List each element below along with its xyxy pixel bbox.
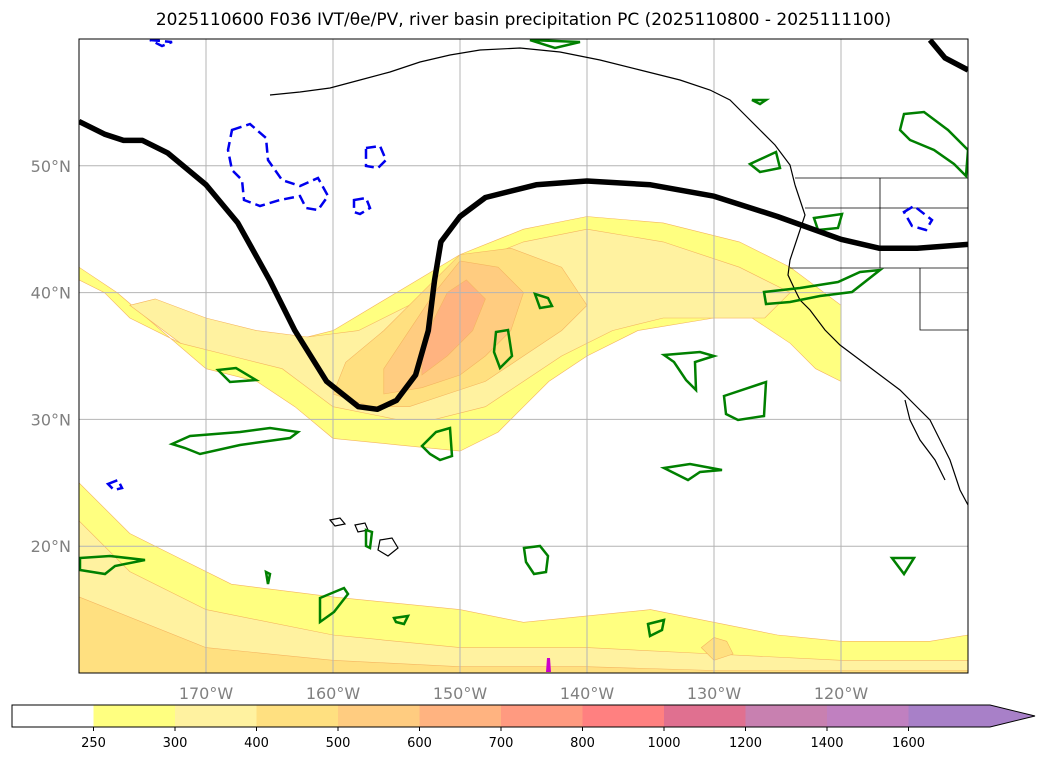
colorbar-extend-arrow <box>908 705 1035 727</box>
colorbar-label: 1000 <box>647 736 680 751</box>
theta-contour <box>812 212 844 232</box>
theta-contour <box>79 554 146 576</box>
colorbar-label: 1400 <box>810 736 843 751</box>
coastline-bc <box>787 184 968 506</box>
theta-contour <box>889 556 917 577</box>
theta-e-contours <box>79 39 968 638</box>
state-border-1 <box>790 177 968 331</box>
map-area <box>79 39 968 673</box>
y-tick-label: 30°N <box>31 410 71 429</box>
x-tick-label: 150°W <box>433 684 488 703</box>
pv-line-corner <box>927 39 968 73</box>
x-axis-ticks: 170°W 160°W 150°W 140°W 130°W 120°W <box>179 684 869 703</box>
colorbar-segment <box>256 705 339 727</box>
blue-contour <box>149 39 173 48</box>
ivt-negative-contours <box>105 39 934 492</box>
theta-contour <box>762 268 885 306</box>
theta-contour <box>747 150 782 174</box>
theta-contour <box>492 328 514 371</box>
theta-contour <box>646 618 666 638</box>
colorbar-segment <box>338 705 420 727</box>
x-tick-label: 160°W <box>306 684 361 703</box>
magenta-feature <box>546 658 551 672</box>
colorbar-segment <box>827 705 909 727</box>
theta-contour <box>364 528 374 550</box>
ivt-contour-400-8 <box>700 637 734 661</box>
theta-contour <box>168 426 302 456</box>
colorbar-segment <box>12 705 94 727</box>
colorbar-label: 500 <box>326 736 351 751</box>
colorbar-label: 250 <box>81 736 106 751</box>
blue-contour <box>105 478 124 492</box>
pv-line <box>79 118 968 413</box>
theta-contour <box>420 426 454 462</box>
colorbar-label: 600 <box>407 736 432 751</box>
colorbar-segment <box>175 705 257 727</box>
y-tick-label: 50°N <box>31 157 71 176</box>
colorbar-label: 700 <box>489 736 514 751</box>
theta-contour <box>751 98 771 106</box>
ivt-contour-300-6 <box>79 520 968 673</box>
blue-contour <box>364 144 388 170</box>
chart-title: 2025110600 F036 IVT/θe/PV, river basin p… <box>155 10 892 30</box>
theta-contour <box>264 569 272 585</box>
colorbar-segment <box>93 705 176 727</box>
theta-contour <box>532 292 554 310</box>
coastlines <box>269 47 968 557</box>
colorbar-segment <box>745 705 828 727</box>
theta-contour <box>318 586 350 625</box>
coastline-baja <box>904 399 946 481</box>
x-tick-label: 130°W <box>687 684 742 703</box>
colorbar-label: 1600 <box>892 736 925 751</box>
y-axis-ticks: 20°N 30°N 40°N 50°N <box>31 157 71 556</box>
theta-contour <box>659 462 723 482</box>
y-tick-label: 20°N <box>31 537 71 556</box>
ivt-contour-250-5 <box>79 482 968 673</box>
blue-contour <box>226 122 330 212</box>
colorbar-label: 1200 <box>729 736 762 751</box>
x-tick-label: 120°W <box>814 684 869 703</box>
colorbar-outline <box>11 704 1036 728</box>
theta-contour <box>392 614 411 626</box>
colorbar-label: 300 <box>163 736 188 751</box>
colorbar: 250 300 400 500 600 700 800 1000 1200 1400 1600 <box>11 704 1036 751</box>
theta-contour <box>529 39 581 50</box>
blue-contour <box>902 204 934 232</box>
theta-contour <box>660 350 719 394</box>
theta-contour <box>898 110 968 179</box>
map-frame <box>78 38 969 674</box>
theta-contour <box>215 366 261 384</box>
colorbar-segment <box>582 705 665 727</box>
theta-contour <box>722 380 768 422</box>
x-tick-label: 170°W <box>179 684 234 703</box>
colorbar-segment <box>664 705 746 727</box>
colorbar-segment <box>501 705 583 727</box>
colorbar-segment <box>419 705 502 727</box>
colorbar-label: 800 <box>570 736 595 751</box>
x-tick-label: 140°W <box>560 684 615 703</box>
y-tick-label: 40°N <box>31 284 71 303</box>
colorbar-label: 400 <box>244 736 269 751</box>
theta-contour <box>522 544 550 576</box>
coastline-alaska <box>269 47 796 186</box>
